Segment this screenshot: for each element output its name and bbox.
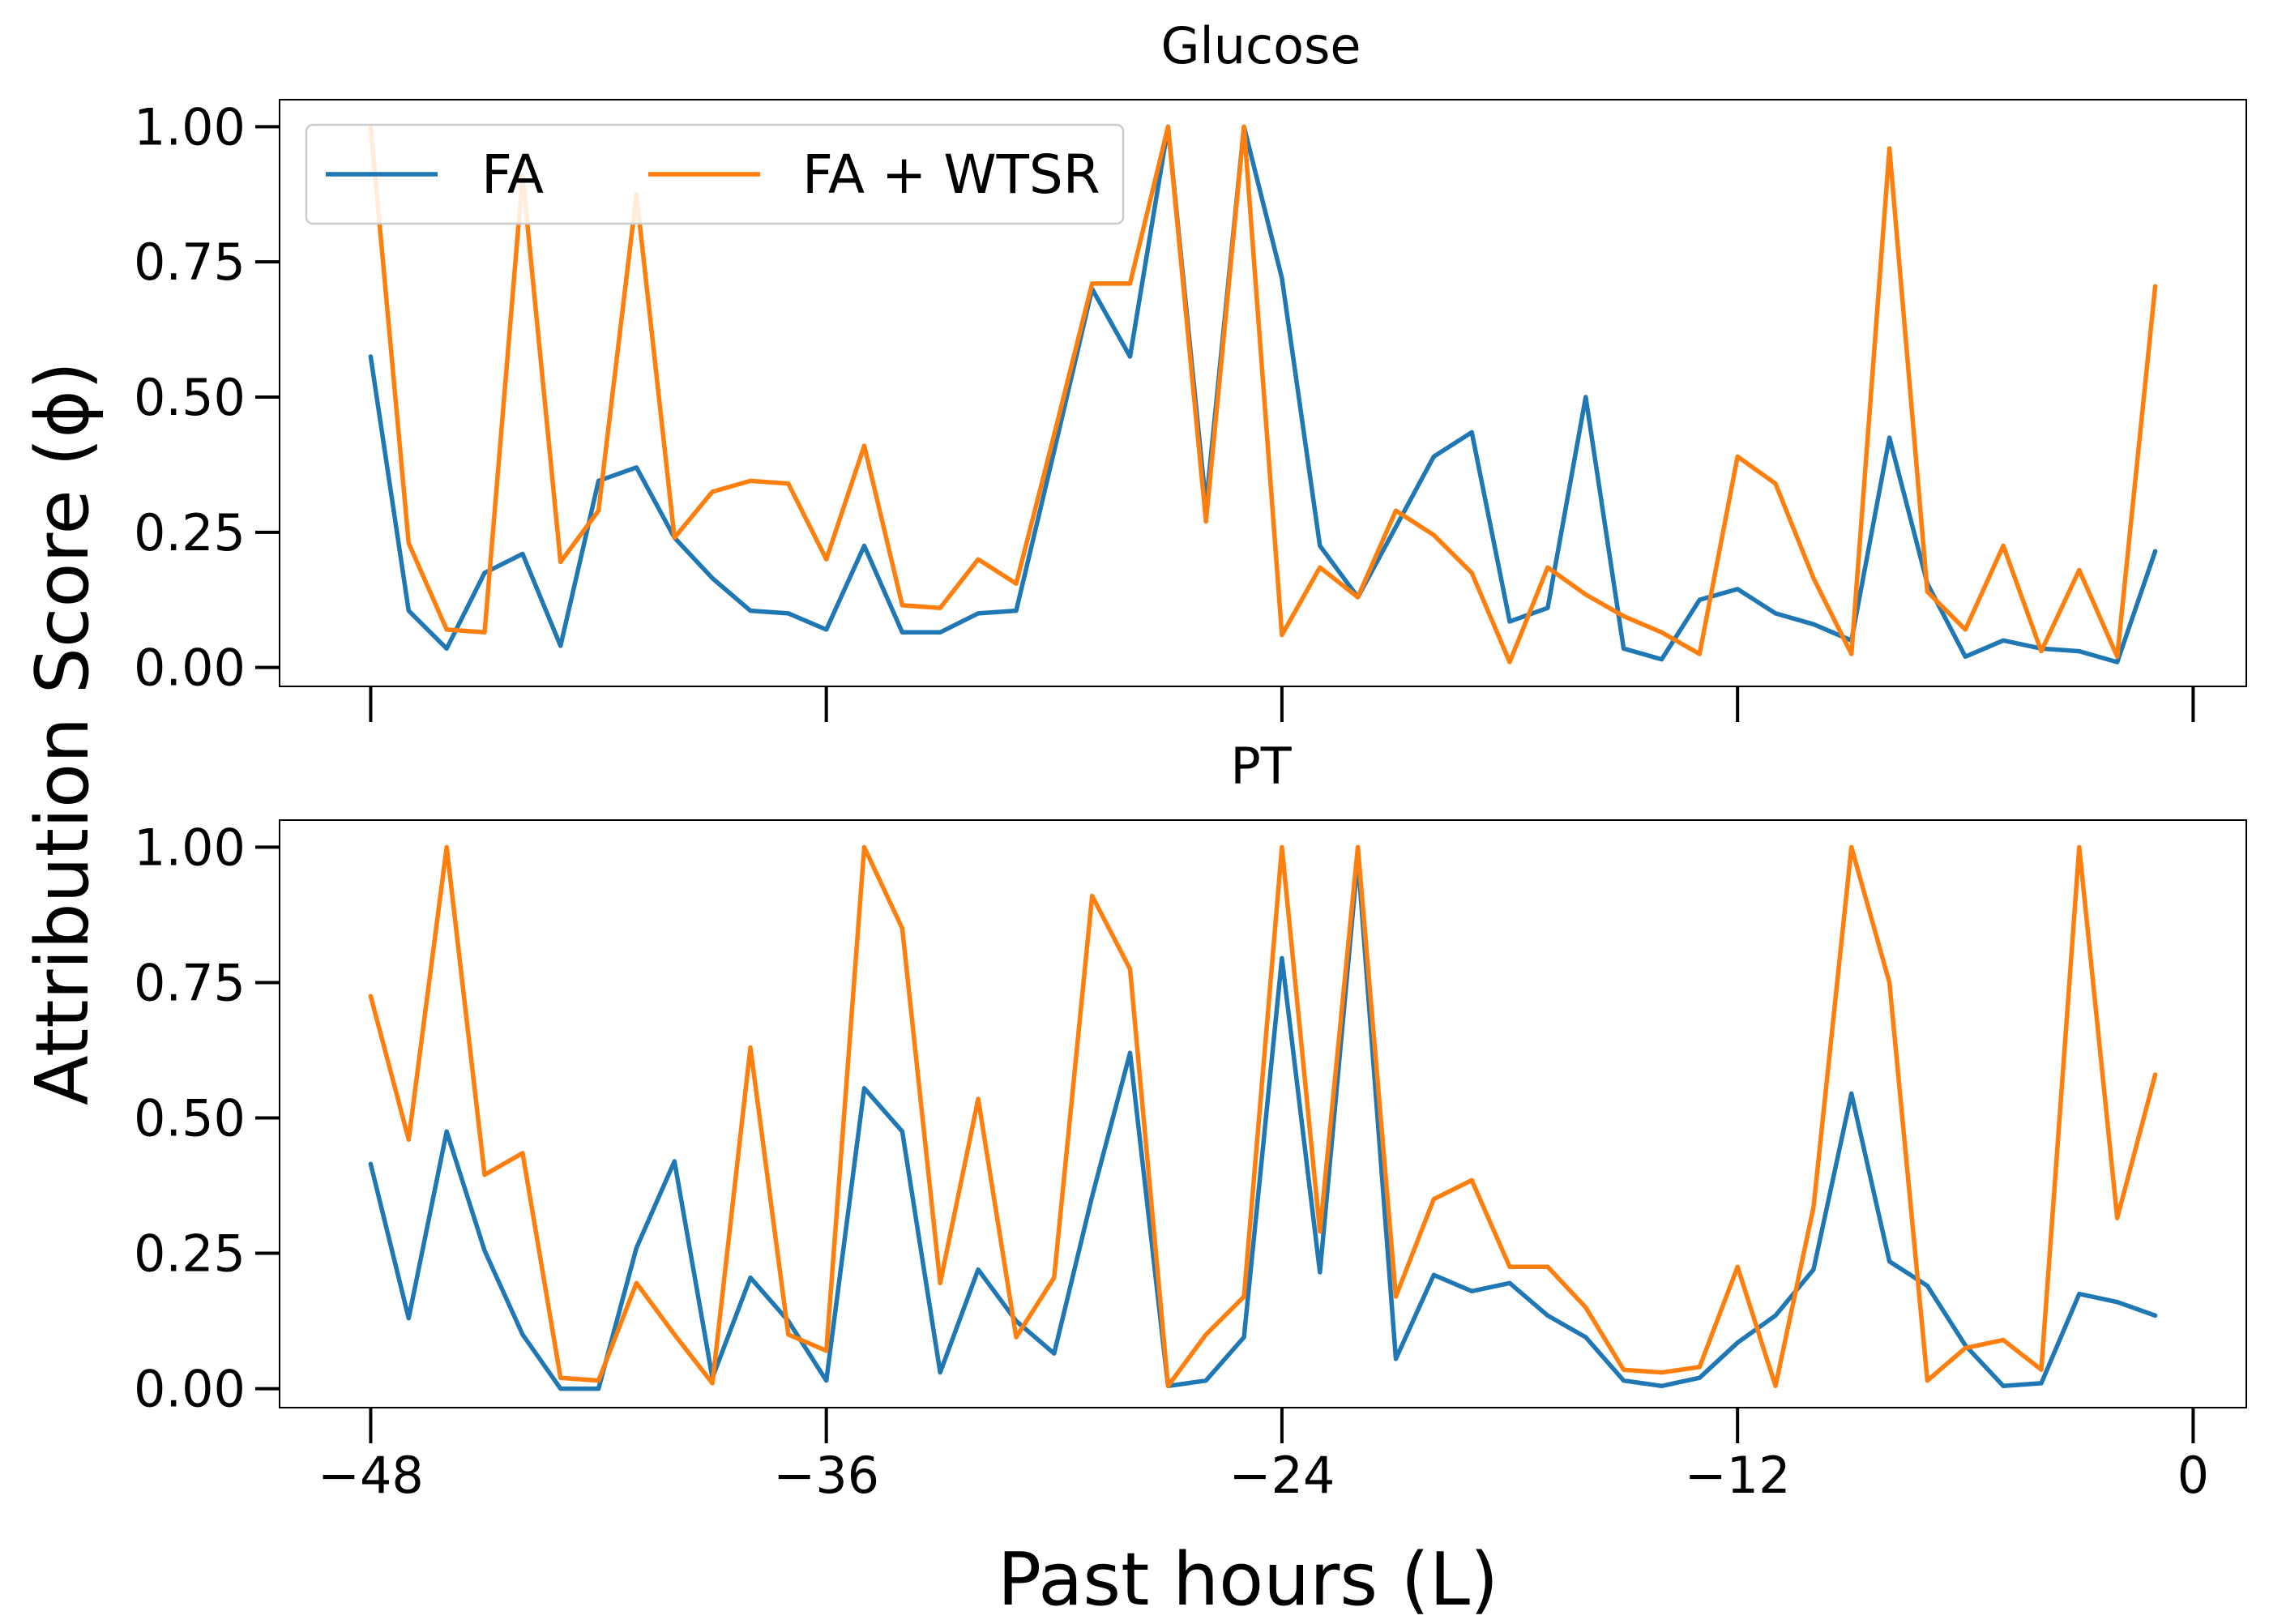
y-tick-label-pt: 0.50 [134, 1089, 246, 1148]
panel-pt: PT 0.00 0.25 0.50 0.75 1.00 −48 −36 −24 −12 0 [134, 737, 2247, 1505]
x-tick-label: −24 [1229, 1446, 1335, 1505]
y-tick-label-glucose: 0.75 [134, 233, 246, 292]
panel-glucose: Glucose 0.00 0.25 0.50 0.75 1.00 [134, 16, 2247, 722]
plot-frame-pt [279, 819, 2247, 1408]
y-tick-label-glucose: 0.50 [134, 368, 246, 427]
x-tick-label: 0 [2177, 1446, 2209, 1505]
y-tick-label-pt: 0.25 [134, 1224, 246, 1284]
y-tick-label-pt: 1.00 [134, 818, 246, 877]
series-line-glucose-fa [368, 124, 2158, 665]
x-tick-label: −12 [1685, 1446, 1791, 1505]
x-tick-label: −36 [773, 1446, 879, 1505]
x-tick-label: −48 [318, 1446, 424, 1505]
panel-title-pt: PT [1230, 737, 1292, 796]
series-line-pt-fa-wtsr [368, 844, 2158, 1389]
x-axis-title: Past hours (L) [998, 1537, 1498, 1621]
legend-label-fa: FA [481, 143, 544, 206]
y-tick-label-glucose: 0.25 [134, 503, 246, 562]
y-axis-title: Attribution Score (ϕ) [20, 361, 105, 1105]
y-tick-label-glucose: 0.00 [134, 639, 246, 698]
y-tick-label-pt: 0.75 [134, 953, 246, 1012]
y-tick-label-glucose: 1.00 [134, 97, 246, 156]
legend-label-fa-wtsr: FA + WTSR [802, 143, 1100, 206]
panel-title-glucose: Glucose [1160, 16, 1361, 75]
series-line-glucose-fa-wtsr [368, 124, 2158, 665]
series-line-pt-fa [368, 856, 2158, 1391]
legend: FA FA + WTSR [305, 123, 1125, 225]
y-tick-label-pt: 0.00 [134, 1360, 246, 1419]
plot-frame-glucose [279, 99, 2247, 687]
